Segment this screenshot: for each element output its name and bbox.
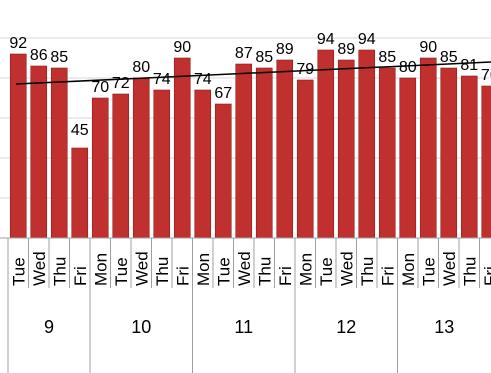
day-label: Fri: [276, 266, 295, 286]
day-label: Wed: [440, 251, 459, 286]
day-label: Thu: [358, 257, 377, 286]
bar: [91, 97, 109, 239]
bar-value-label: 87: [235, 45, 253, 62]
day-label: Wed: [132, 251, 151, 286]
day-label: Thu: [153, 257, 172, 286]
bar-value-label: 80: [132, 59, 150, 76]
bar-value-label: 72: [112, 75, 130, 92]
bar-value-label: 89: [337, 41, 355, 58]
bar: [296, 79, 314, 239]
bar-value-label: 74: [153, 71, 171, 88]
bar: [255, 67, 273, 239]
bar: [378, 67, 396, 239]
bar: [276, 59, 294, 239]
week-label: 12: [336, 317, 356, 337]
day-label: Mon: [296, 253, 315, 286]
bar-value-label: 85: [50, 49, 68, 66]
day-label: Wed: [337, 251, 356, 286]
week-label: 10: [131, 317, 151, 337]
bar: [440, 67, 458, 239]
week-label: 13: [434, 317, 454, 337]
day-label: Wed: [30, 251, 49, 286]
bar-value-label: 79: [296, 61, 314, 78]
day-label: Wed: [235, 251, 254, 286]
bar: [50, 67, 68, 239]
bar: [9, 53, 27, 239]
bar-value-label: 70: [91, 79, 109, 96]
bar-value-label: 94: [317, 31, 335, 48]
day-label: Tue: [214, 257, 233, 286]
bar-value-label: 89: [276, 41, 294, 58]
bar: [235, 63, 253, 239]
bar: [153, 89, 171, 239]
day-label: Fri: [71, 266, 90, 286]
bar: [399, 77, 417, 239]
bar: [419, 57, 437, 239]
bar: [460, 75, 478, 239]
bar: [30, 65, 48, 239]
bar: [194, 89, 212, 239]
category-axis: Tue Wed Thu Fri Mon Tue Wed Thu Fri Mon Tue Wed Thu F…: [0, 237, 491, 373]
bar: [317, 49, 335, 239]
trendline: [15, 61, 491, 85]
day-label: Tue: [419, 257, 438, 286]
bar-value-label: 90: [419, 39, 437, 56]
bar: [337, 59, 355, 239]
bar: [214, 103, 232, 239]
day-label: Fri: [173, 266, 192, 286]
bar-value-label: 90: [173, 39, 191, 56]
bar-value-label: 81: [460, 57, 478, 74]
day-label: Mon: [194, 253, 213, 286]
bar-value-label: 85: [440, 49, 458, 66]
day-label: Tue: [317, 257, 336, 286]
trendline: [15, 61, 491, 85]
bar-value-label: 85: [378, 49, 396, 66]
bar: [112, 93, 130, 239]
day-label: Thu: [50, 257, 69, 286]
bar-value-label: 94: [358, 31, 376, 48]
day-label: Tue: [112, 257, 131, 286]
bar-value-label: 80: [399, 59, 417, 76]
bar-value-label: 76: [481, 67, 491, 84]
day-label: Tue: [9, 257, 28, 286]
day-label: Thu: [460, 257, 479, 286]
bar: [132, 77, 150, 239]
bar: [358, 49, 376, 239]
day-label: Thu: [255, 257, 274, 286]
week-label: 9: [44, 317, 54, 337]
bar-value-label: 86: [30, 47, 48, 64]
day-label: Mon: [91, 253, 110, 286]
bar: [481, 85, 491, 239]
day-label: Fri: [481, 266, 491, 286]
day-label: Fri: [378, 266, 397, 286]
bar-value-label: 92: [9, 35, 27, 52]
bar: [71, 147, 89, 239]
bar-value-label: 67: [214, 85, 232, 102]
bar-value-label: 45: [71, 122, 89, 139]
day-label: Mon: [399, 253, 418, 286]
bar-value-label: 74: [194, 71, 212, 88]
bar: [173, 57, 191, 239]
bar-value-label: 85: [255, 49, 273, 66]
week-label: 11: [234, 317, 253, 337]
